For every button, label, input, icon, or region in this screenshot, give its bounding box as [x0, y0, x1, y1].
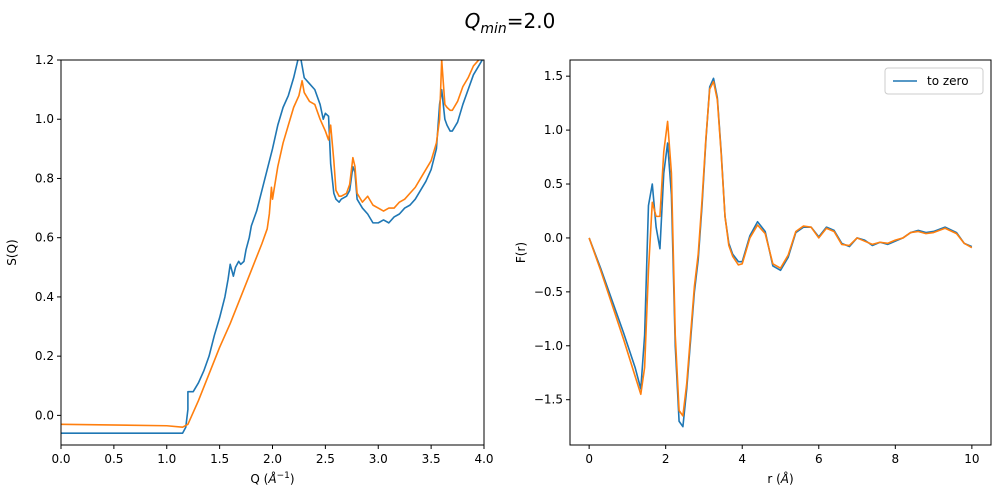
y-tick-label: 1.0 [35, 112, 54, 126]
y-tick-label: 0.0 [35, 408, 54, 422]
x-tick-label: 0 [585, 452, 593, 466]
y-tick-label: −0.5 [534, 285, 563, 299]
x-tick-label: 2 [662, 452, 670, 466]
figure-title: Qmin=2.0 [465, 9, 556, 37]
y-tick-label: 0.0 [544, 231, 563, 245]
x-axis-label: Q (Å−1) [250, 471, 294, 486]
x-tick-label: 10 [964, 452, 979, 466]
x-tick-label: 8 [891, 452, 899, 466]
title-rest: =2.0 [507, 9, 556, 33]
x-tick-label: 3.5 [422, 452, 441, 466]
legend: to zero [884, 67, 984, 95]
series-line-2 [61, 60, 480, 429]
y-tick-label: 1.2 [35, 53, 54, 67]
series-line-2 [588, 80, 973, 417]
sq-panel: 0.0 0.5 1.0 1.5 2.0 2.5 3.0 3.5 4.0 0.0 0.2 0.4 0.6 0… [5, 53, 494, 486]
x-tick-label: 2.0 [263, 452, 282, 466]
title-main: Q [465, 9, 481, 33]
legend-label: to zero [927, 74, 969, 88]
y-tick-label: −1.5 [534, 393, 563, 407]
series-line-1 [588, 77, 973, 428]
y-axis-label: F(r) [514, 242, 528, 263]
y-tick-label: 0.6 [35, 231, 54, 245]
series-line-1 [61, 60, 484, 434]
y-axis-label: S(Q) [5, 239, 19, 265]
x-tick-label: 2.5 [316, 452, 335, 466]
y-tick-label: 0.8 [35, 171, 54, 185]
x-tick-label: 4.0 [474, 452, 493, 466]
x-tick-label: 4 [738, 452, 746, 466]
y-tick-label: 1.0 [544, 123, 563, 137]
title-subscript: min [480, 21, 506, 37]
fr-panel: 0 2 4 6 8 10 −1.5 −1.0 −0.5 0.0 0.5 1.0 1.5 r (Å) F(r)… [514, 59, 992, 486]
y-tick-label: 0.2 [35, 349, 54, 363]
x-tick-label: 1.5 [210, 452, 229, 466]
y-tick-label: 0.4 [35, 290, 54, 304]
y-tick-label: −1.0 [534, 339, 563, 353]
plot-frame [569, 59, 992, 446]
x-tick-label: 0.0 [51, 452, 70, 466]
plot-frame [60, 59, 485, 446]
y-tick-label: 1.5 [544, 69, 563, 83]
x-tick-label: 0.5 [104, 452, 123, 466]
legend-box [884, 67, 984, 95]
x-axis-label: r (Å) [767, 471, 793, 486]
x-tick-label: 1.0 [157, 452, 176, 466]
x-tick-label: 3.0 [369, 452, 388, 466]
y-tick-label: 0.5 [544, 177, 563, 191]
x-tick-label: 6 [815, 452, 823, 466]
